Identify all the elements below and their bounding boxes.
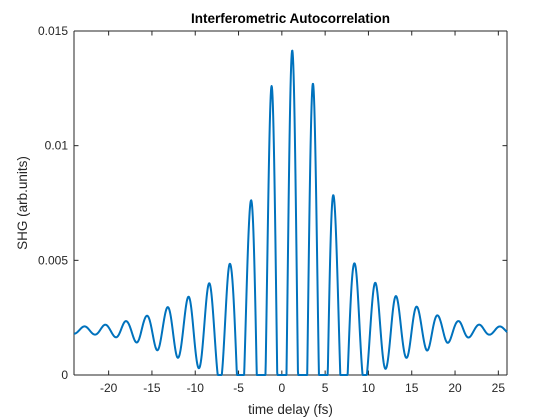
- x-tick-label: -20: [100, 381, 118, 395]
- x-tick-label: 25: [492, 381, 506, 395]
- y-tick-label: 0.005: [38, 253, 68, 267]
- x-tick-label: 10: [362, 381, 376, 395]
- y-tick-label: 0.01: [45, 139, 69, 153]
- x-tick-label: 5: [322, 381, 329, 395]
- x-tick-label: 0: [278, 381, 285, 395]
- x-axis-label: time delay (fs): [248, 402, 333, 417]
- axes-box: [73, 30, 508, 376]
- y-axis-label: SHG (arb.units): [15, 156, 30, 250]
- autocorrelation-line: [73, 49, 508, 376]
- y-ticks: 0 0.005 0.01 0.015: [38, 24, 507, 382]
- chart-title: Interferometric Autocorrelation: [191, 11, 390, 26]
- y-tick-label: 0.015: [38, 24, 68, 38]
- x-tick-label: -15: [143, 381, 161, 395]
- x-tick-label: 20: [448, 381, 462, 395]
- x-tick-label: -5: [233, 381, 244, 395]
- y-tick-label: 0: [61, 368, 68, 382]
- x-ticks: -20 -15 -10 -5 0 5 10 15 20 25: [100, 31, 505, 395]
- x-tick-label: 15: [405, 381, 419, 395]
- x-tick-label: -10: [187, 381, 205, 395]
